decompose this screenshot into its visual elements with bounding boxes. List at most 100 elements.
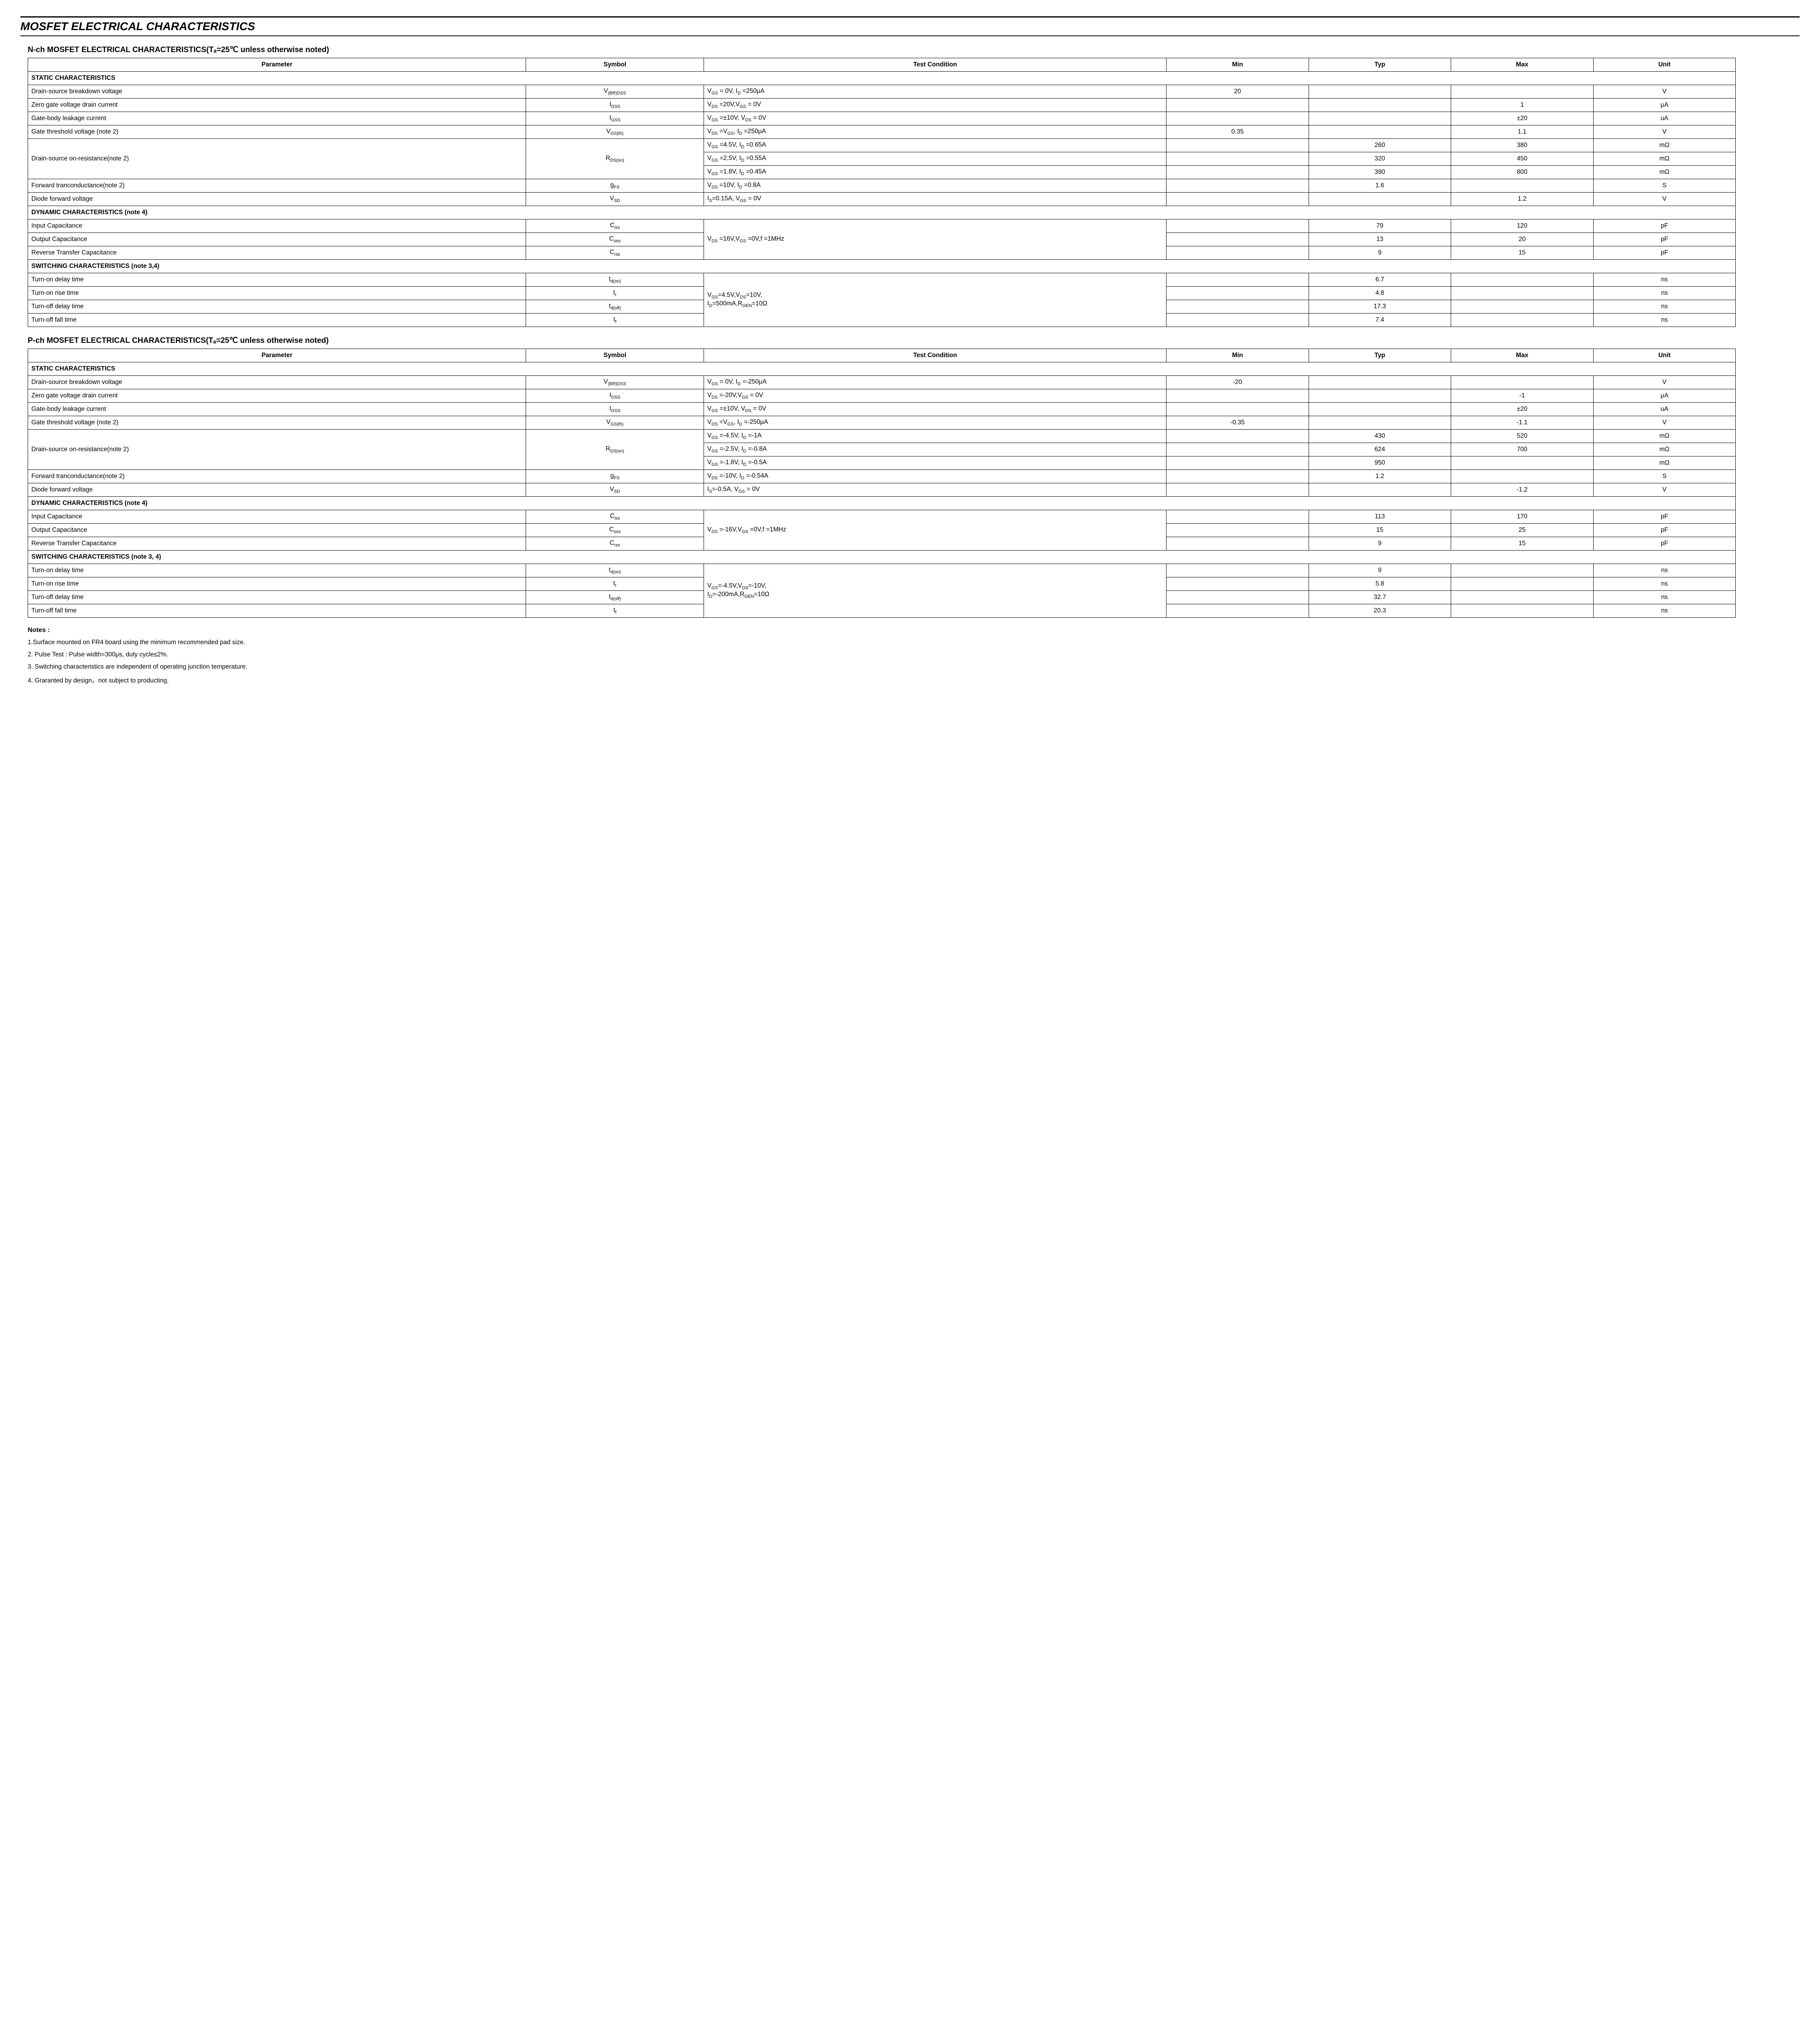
header-row: Parameter Symbol Test Condition Min Typ …	[28, 58, 1736, 72]
symbol: VSD	[526, 483, 704, 497]
condition: VDS =-16V,VGS =0V,f =1MHz	[704, 510, 1167, 551]
note-4: 4. Graranted by design，not subject to pr…	[28, 673, 1800, 687]
param: Drain-source breakdown voltage	[28, 376, 526, 389]
dynamic-header: DYNAMIC CHARACTERISTICS (note 4)	[28, 206, 1736, 219]
typ	[1309, 99, 1451, 112]
col-min: Min	[1167, 58, 1309, 72]
min	[1167, 233, 1309, 246]
header-row: Parameter Symbol Test Condition Min Typ …	[28, 349, 1736, 362]
min	[1167, 564, 1309, 577]
typ: 390	[1309, 166, 1451, 179]
symbol: IGSS	[526, 112, 704, 125]
symbol: Crss	[526, 537, 704, 551]
min	[1167, 591, 1309, 604]
max: 800	[1451, 166, 1594, 179]
cond-line: ID=-200mA,RGEN=10Ω	[707, 591, 769, 598]
param: Turn-off delay time	[28, 300, 526, 314]
unit: mΩ	[1593, 443, 1736, 456]
typ: 320	[1309, 152, 1451, 166]
symbol: IDSS	[526, 389, 704, 403]
param: Gate-body leakage current	[28, 112, 526, 125]
unit: uA	[1593, 112, 1736, 125]
min	[1167, 510, 1309, 524]
condition: VGS = 0V, ID =-250μA	[704, 376, 1167, 389]
condition: VDS =-20V,VGS = 0V	[704, 389, 1167, 403]
max: 120	[1451, 219, 1594, 233]
cond-line: VGS=4.5V,VDS=10V,	[707, 292, 762, 298]
col-parameter: Parameter	[28, 58, 526, 72]
param: Turn-off delay time	[28, 591, 526, 604]
table-row: Input Capacitance Ciss VDS =-16V,VGS =0V…	[28, 510, 1736, 524]
table-row: Gate threshold voltage (note 2) VGS(th) …	[28, 416, 1736, 430]
param: Input Capacitance	[28, 219, 526, 233]
max	[1451, 564, 1594, 577]
symbol: gFS	[526, 470, 704, 483]
max	[1451, 85, 1594, 99]
unit: ns	[1593, 604, 1736, 618]
typ: 950	[1309, 456, 1451, 470]
param: Gate-body leakage current	[28, 403, 526, 416]
max	[1451, 179, 1594, 193]
table-row: Drain-source on-resistance(note 2) RDS(o…	[28, 430, 1736, 443]
param: Turn-on rise time	[28, 577, 526, 591]
typ: 113	[1309, 510, 1451, 524]
max: 15	[1451, 537, 1594, 551]
symbol: td(off)	[526, 591, 704, 604]
min	[1167, 193, 1309, 206]
param: Output Capacitance	[28, 233, 526, 246]
condition: IS=0.15A, VGS = 0V	[704, 193, 1167, 206]
symbol: Ciss	[526, 510, 704, 524]
unit: ns	[1593, 287, 1736, 300]
param: Forward tranconductance(note 2)	[28, 179, 526, 193]
unit: pF	[1593, 219, 1736, 233]
max: 170	[1451, 510, 1594, 524]
unit: mΩ	[1593, 152, 1736, 166]
condition: VGS =±10V, VDS = 0V	[704, 403, 1167, 416]
typ: 13	[1309, 233, 1451, 246]
unit: pF	[1593, 524, 1736, 537]
max	[1451, 287, 1594, 300]
note-2: 2. Pulse Test : Pulse width=300μs, duty …	[28, 649, 1800, 661]
unit: ns	[1593, 300, 1736, 314]
condition: VDS =16V,VGS =0V,f =1MHz	[704, 219, 1167, 260]
min	[1167, 273, 1309, 287]
max: -1.2	[1451, 483, 1594, 497]
symbol: V(BR)DSS	[526, 85, 704, 99]
typ	[1309, 483, 1451, 497]
max: 380	[1451, 139, 1594, 152]
min	[1167, 403, 1309, 416]
min	[1167, 456, 1309, 470]
typ: 4.8	[1309, 287, 1451, 300]
condition: VGS =-2.5V, ID =-0.8A	[704, 443, 1167, 456]
symbol: Coss	[526, 233, 704, 246]
col-typ: Typ	[1309, 58, 1451, 72]
unit: V	[1593, 376, 1736, 389]
page-title: MOSFET ELECTRICAL CHARACTERISTICS	[20, 16, 1800, 36]
typ: 624	[1309, 443, 1451, 456]
condition: VDS =-10V, ID =-0.54A	[704, 470, 1167, 483]
note-3: 3. Switching characteristics are indepen…	[28, 661, 1800, 673]
min	[1167, 470, 1309, 483]
symbol: VGS(th)	[526, 416, 704, 430]
max: 20	[1451, 233, 1594, 246]
symbol: tr	[526, 287, 704, 300]
symbol: tf	[526, 314, 704, 327]
typ	[1309, 193, 1451, 206]
pch-table: Parameter Symbol Test Condition Min Typ …	[28, 349, 1736, 618]
condition: VDS =20V,VGS = 0V	[704, 99, 1167, 112]
param: Drain-source breakdown voltage	[28, 85, 526, 99]
param: Turn-on delay time	[28, 564, 526, 577]
typ: 1.6	[1309, 179, 1451, 193]
dynamic-header: DYNAMIC CHARACTERISTICS (note 4)	[28, 497, 1736, 510]
min	[1167, 443, 1309, 456]
switching-header: SWITCHING CHARACTERISTICS (note 3,4)	[28, 260, 1736, 273]
typ: 430	[1309, 430, 1451, 443]
col-typ: Typ	[1309, 349, 1451, 362]
pch-section-title: P-ch MOSFET ELECTRICAL CHARACTERISTICS(T…	[28, 336, 1800, 345]
unit: uA	[1593, 403, 1736, 416]
unit: μA	[1593, 389, 1736, 403]
table-row: Zero gate voltage drain current IDSS VDS…	[28, 389, 1736, 403]
unit: mΩ	[1593, 430, 1736, 443]
max	[1451, 376, 1594, 389]
unit: S	[1593, 470, 1736, 483]
